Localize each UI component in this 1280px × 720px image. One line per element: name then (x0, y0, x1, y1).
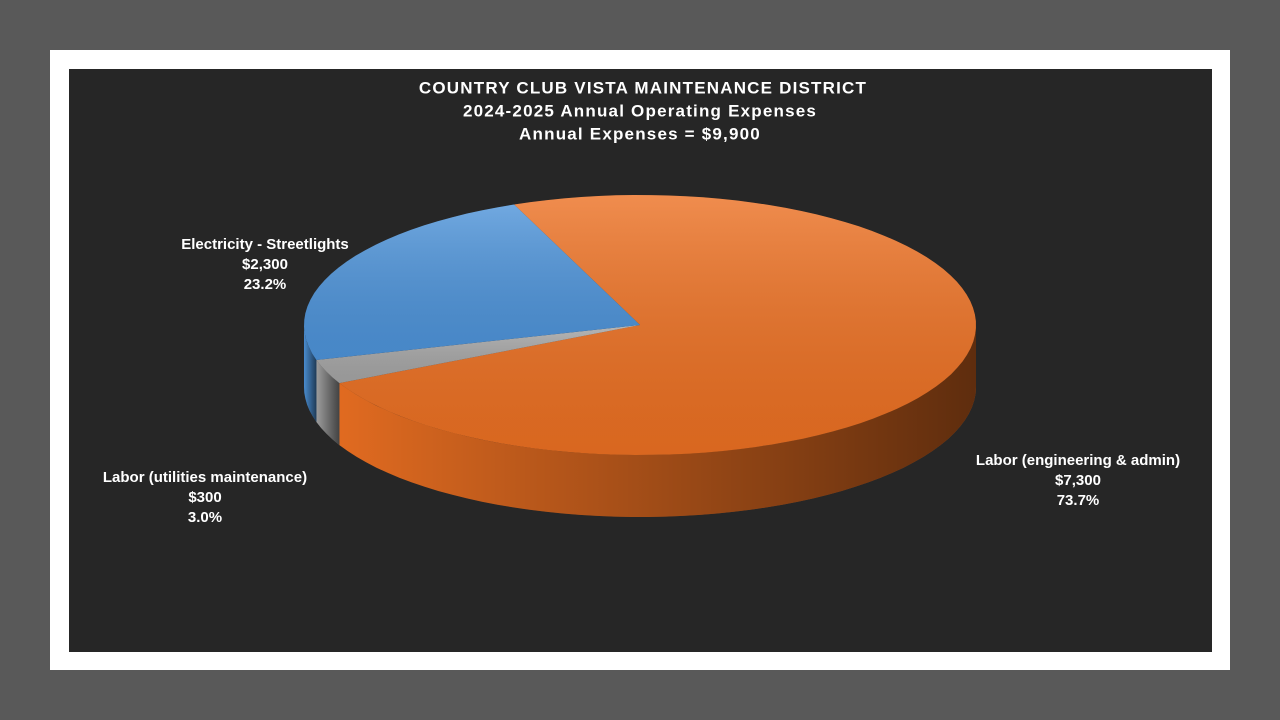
value-label: $300 (188, 489, 221, 506)
slice-side-shade (316, 360, 340, 446)
pie: 73.7%3.0%23.2% (304, 195, 976, 517)
category-label: Electricity - Streetlights (181, 236, 349, 253)
percent-label: 3.0% (188, 509, 222, 526)
chart-subtitle: 2024-2025 Annual Operating Expenses (463, 101, 817, 120)
category-label: Labor (utilities maintenance) (103, 469, 307, 486)
slice-side-shade (304, 325, 317, 422)
value-label: $7,300 (1055, 472, 1101, 489)
labels: Labor (engineering & admin) $7,300 73.7% La… (103, 236, 1180, 526)
percent-label: 23.2% (244, 276, 287, 293)
slice-shade (339, 195, 976, 455)
value-label: $2,300 (242, 256, 288, 273)
slice-shade (316, 325, 640, 384)
category-label: Labor (engineering & admin) (976, 452, 1180, 469)
chart-subtitle: Annual Expenses = $9,900 (519, 124, 761, 143)
percent-label: 73.7% (1057, 492, 1100, 509)
chart-title: COUNTRY CLUB VISTA MAINTENANCE DISTRICT (419, 78, 867, 97)
slice-shade (304, 204, 640, 360)
slice-side-shade (339, 325, 976, 517)
